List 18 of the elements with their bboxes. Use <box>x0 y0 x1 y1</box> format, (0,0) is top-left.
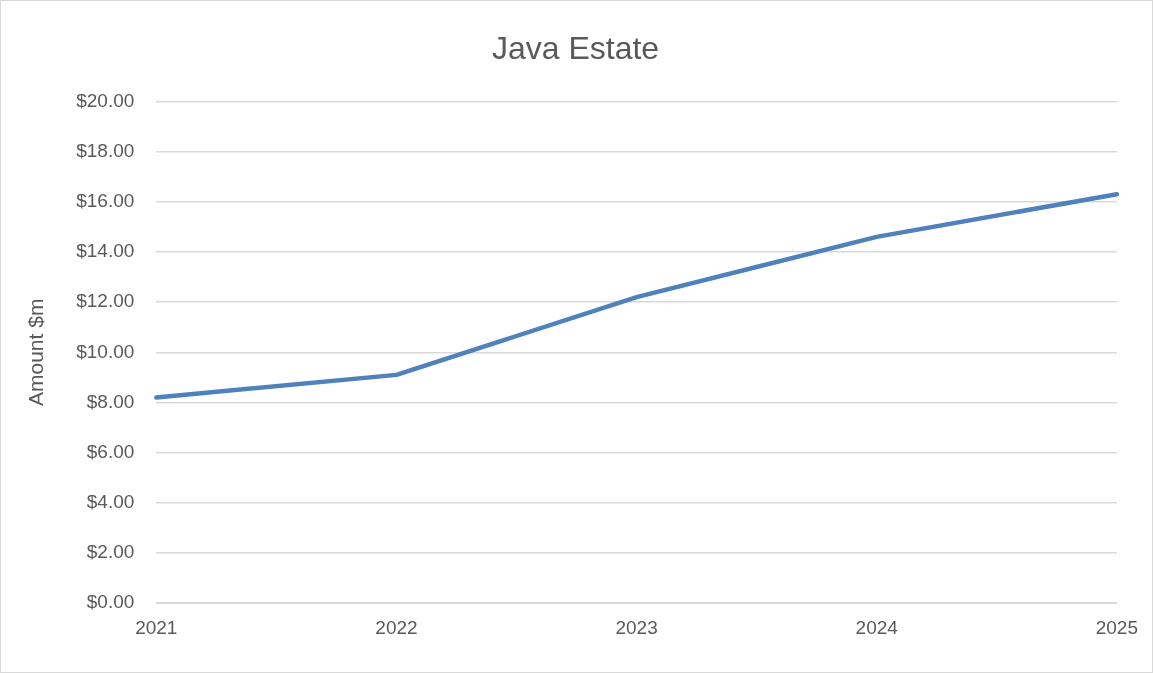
x-tick-label: 2024 <box>855 616 899 638</box>
y-tick-label: $6.00 <box>86 440 135 462</box>
x-tick-label: 2023 <box>615 616 658 638</box>
chart-title: Java Estate <box>491 30 660 67</box>
y-tick-label: $16.00 <box>76 189 135 211</box>
y-tick-label: $12.00 <box>76 290 135 312</box>
y-tick-label: $8.00 <box>86 390 135 412</box>
x-tick-label: 2025 <box>1095 616 1139 638</box>
y-tick-label: $18.00 <box>76 139 135 161</box>
y-tick-label: $20.00 <box>76 89 135 111</box>
y-tick-label: $2.00 <box>86 541 135 563</box>
y-tick-label: $10.00 <box>76 340 135 362</box>
y-tick-label: $4.00 <box>86 491 135 513</box>
y-tick-label: $0.00 <box>86 591 135 613</box>
x-tick-label: 2022 <box>375 616 418 638</box>
x-tick-label: 2021 <box>135 616 178 638</box>
y-tick-label: $14.00 <box>76 240 135 262</box>
y-axis-title: Amount $m <box>24 298 48 406</box>
